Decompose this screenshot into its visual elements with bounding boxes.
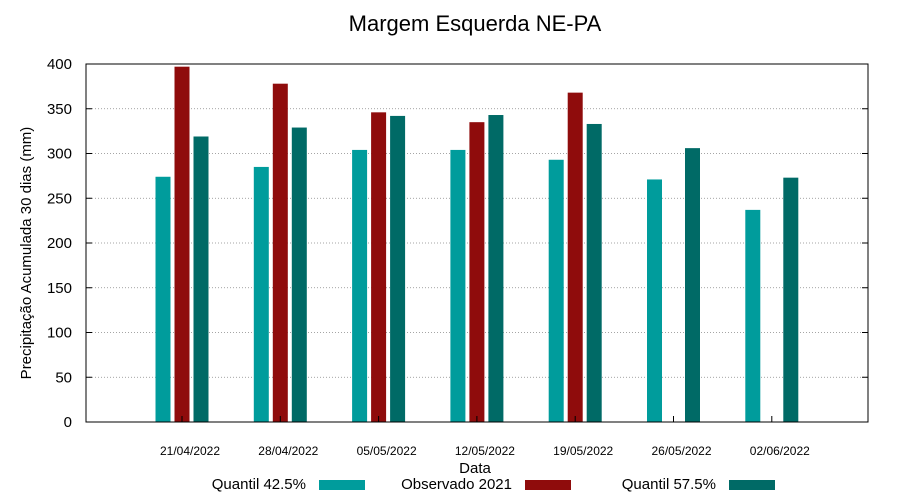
- legend-label: Quantil 42.5%: [212, 476, 306, 493]
- x-tick-label: 12/05/2022: [455, 444, 515, 458]
- chart-title: Margem Esquerda NE-PA: [349, 11, 602, 36]
- y-tick-label: 350: [47, 101, 72, 118]
- y-tick-label: 0: [64, 414, 72, 431]
- bar-quantil-57-5: [193, 136, 209, 422]
- legend-swatch: [729, 480, 775, 490]
- y-tick-label: 250: [47, 190, 72, 207]
- bar-quantil-42-5: [352, 149, 368, 423]
- y-tick-label: 100: [47, 325, 72, 342]
- legend: Quantil 42.5% Observado 2021 Quantil 57.5%: [212, 476, 775, 493]
- legend-swatch: [525, 480, 571, 490]
- y-axis-ticks: 0 50 100 150 200 250 300 350 400: [47, 56, 868, 431]
- bar-quantil-57-5: [685, 148, 700, 422]
- bar-quantil-57-5: [390, 115, 406, 422]
- x-tick-label: 28/04/2022: [258, 444, 318, 458]
- legend-label: Observado 2021: [401, 476, 512, 493]
- bar-observado-2021: [371, 112, 387, 422]
- legend-swatch: [319, 480, 365, 490]
- bar-quantil-42-5: [647, 179, 662, 422]
- bar-quantil-57-5: [586, 123, 602, 422]
- x-tick-label: 02/06/2022: [750, 444, 810, 458]
- bar-quantil-57-5: [783, 177, 799, 422]
- y-tick-label: 400: [47, 56, 72, 73]
- x-axis-ticks: 21/04/2022 28/04/2022 05/05/2022 12/05/2022…: [160, 416, 810, 458]
- bar-observado-2021: [272, 83, 288, 422]
- bar-quantil-42-5: [745, 209, 761, 422]
- bar-quantil-42-5: [155, 176, 171, 422]
- x-tick-label: 05/05/2022: [357, 444, 417, 458]
- bar-quantil-57-5: [291, 127, 307, 423]
- bar-quantil-42-5: [450, 149, 466, 423]
- bar-observado-2021: [567, 92, 583, 422]
- bars: [155, 66, 799, 423]
- bar-observado-2021: [469, 122, 485, 423]
- y-tick-label: 300: [47, 146, 72, 163]
- x-tick-label: 21/04/2022: [160, 444, 220, 458]
- x-tick-label: 26/05/2022: [651, 444, 711, 458]
- y-tick-label: 150: [47, 280, 72, 297]
- x-tick-label: 19/05/2022: [553, 444, 613, 458]
- legend-label: Quantil 57.5%: [622, 476, 716, 493]
- bar-quantil-42-5: [253, 166, 269, 422]
- bar-observado-2021: [174, 66, 190, 422]
- bar-quantil-57-5: [488, 115, 504, 422]
- y-axis-label: Precipitação Acumulada 30 dias (mm): [18, 127, 35, 380]
- y-tick-label: 200: [47, 235, 72, 252]
- y-tick-label: 50: [55, 369, 72, 386]
- bar-quantil-42-5: [548, 159, 564, 422]
- x-axis-label: Data: [459, 460, 491, 477]
